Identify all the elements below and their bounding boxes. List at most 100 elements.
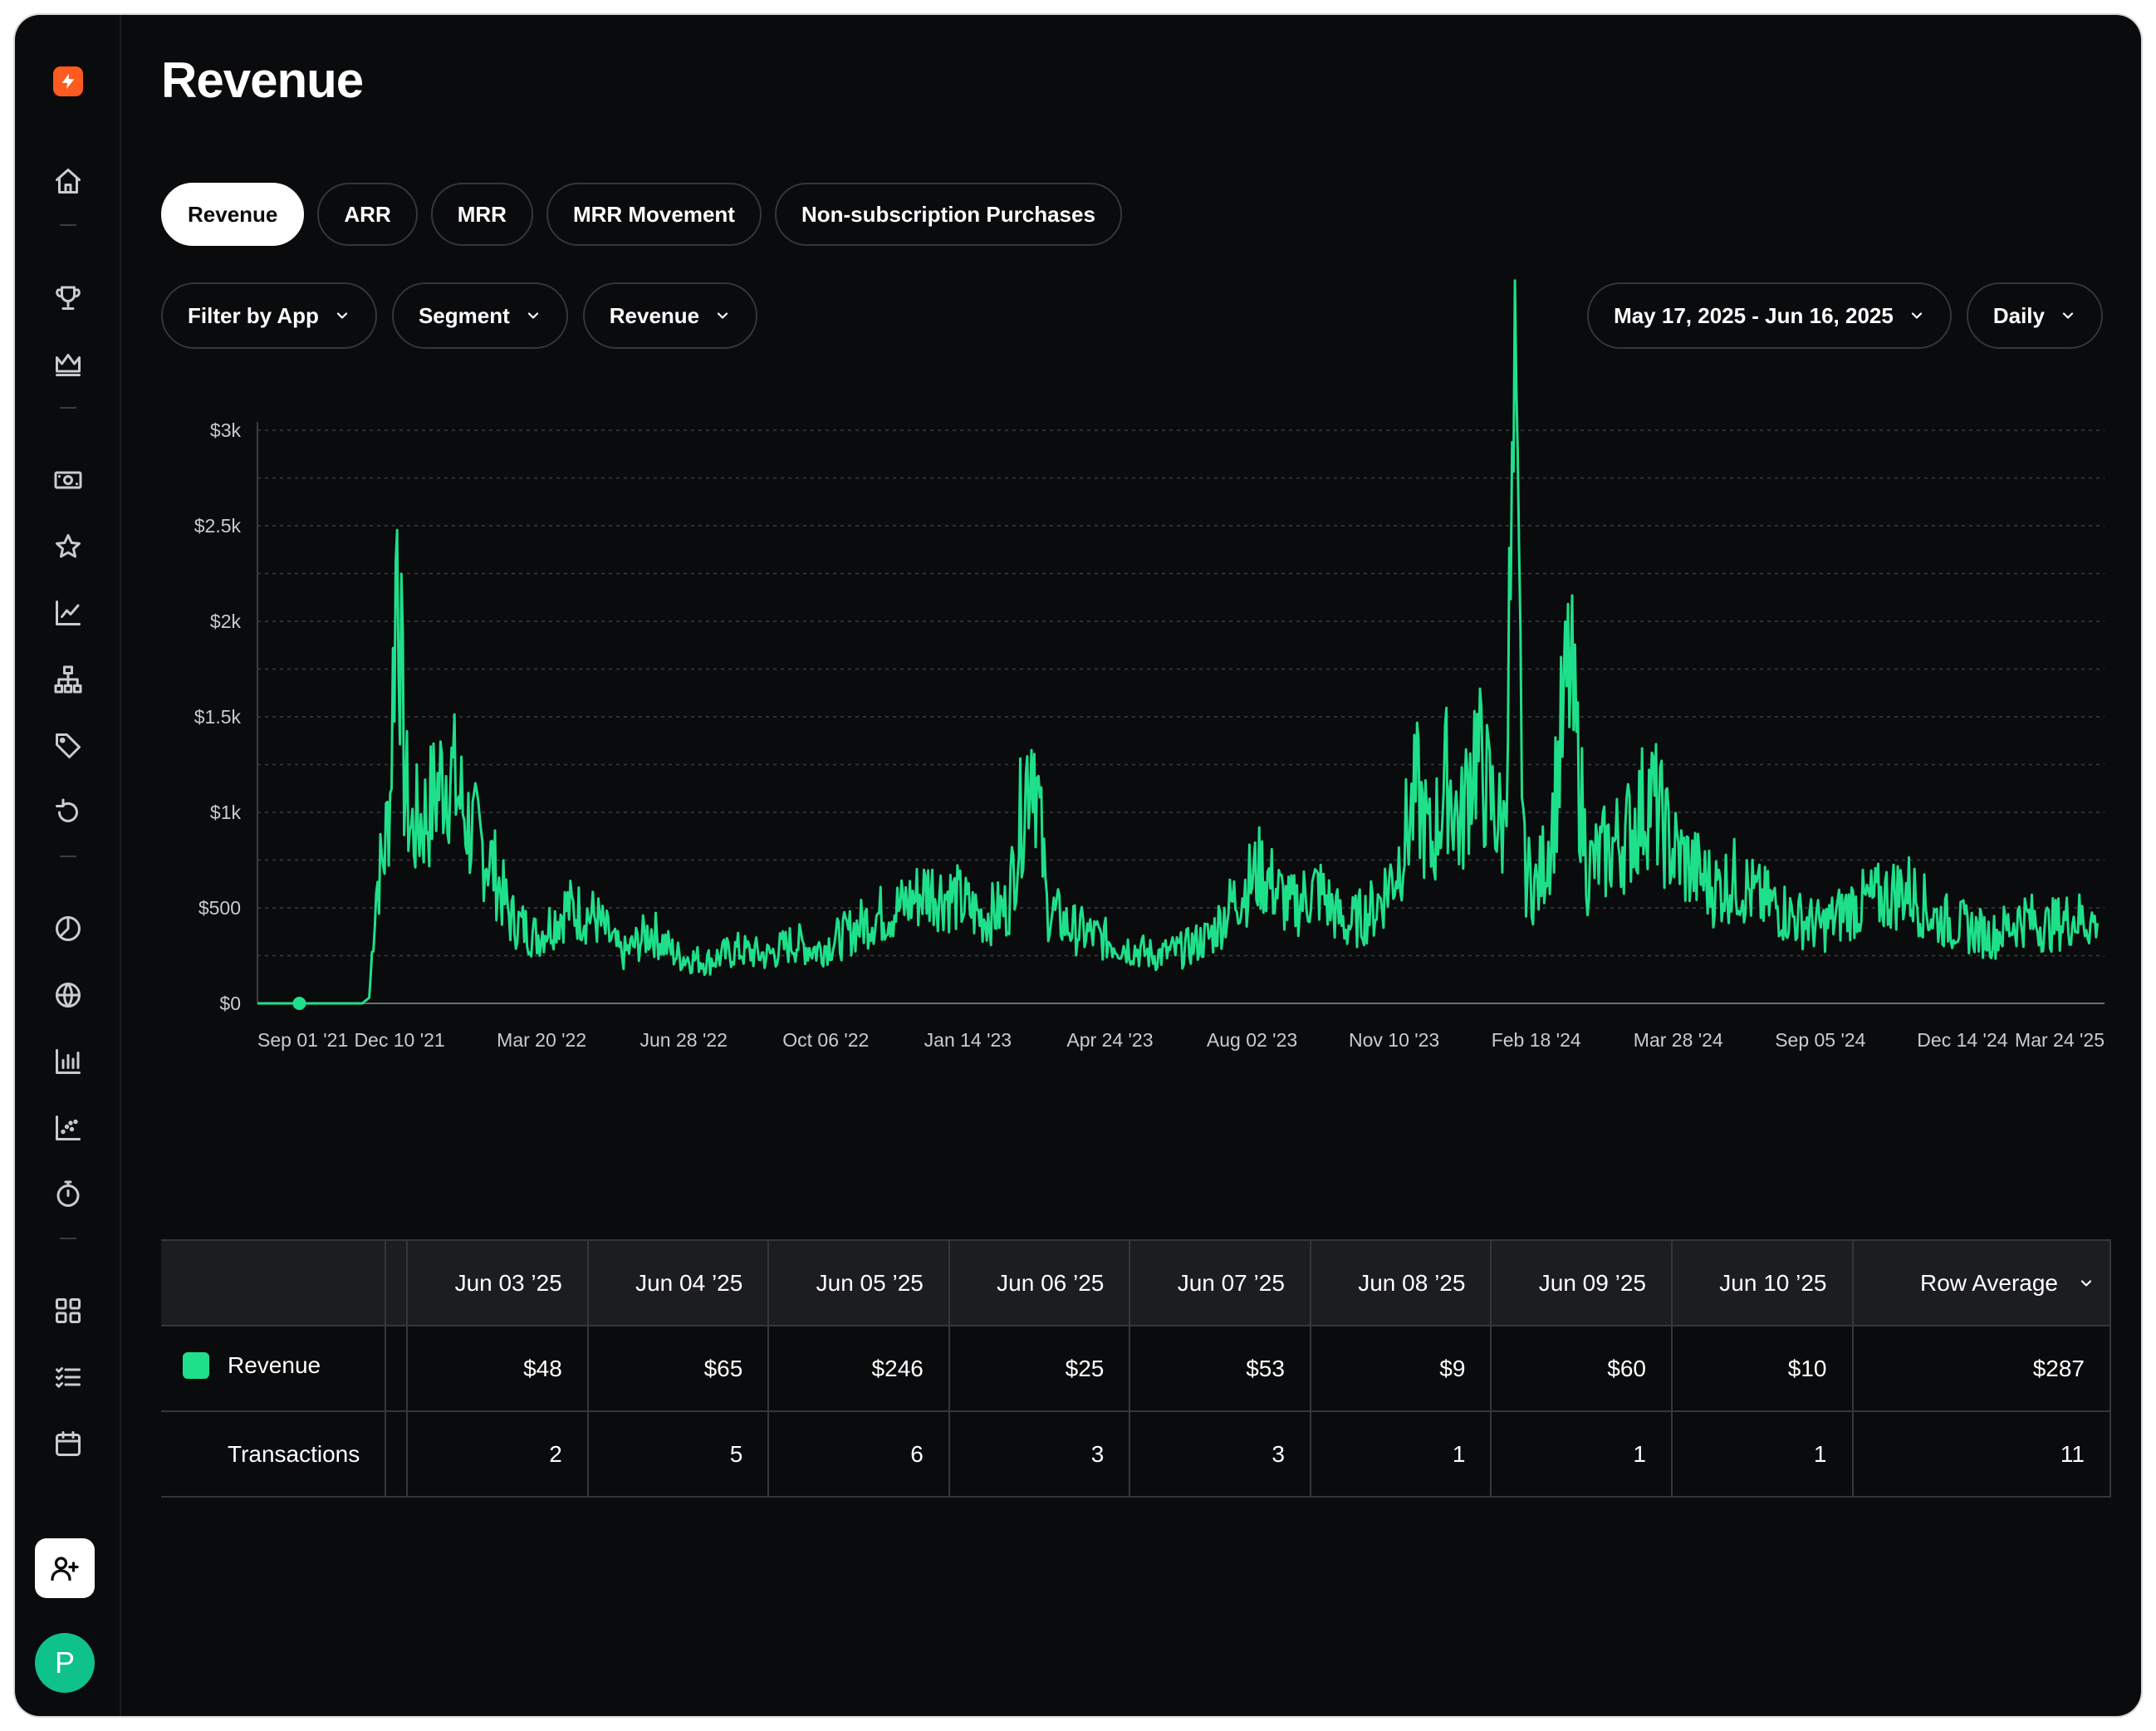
x-tick-label: Feb 18 '24	[1492, 1029, 1581, 1051]
x-tick-label: Aug 02 '23	[1207, 1029, 1297, 1051]
nav-divider	[60, 856, 76, 857]
metric-label: Revenue	[609, 302, 700, 328]
refresh-icon[interactable]	[51, 796, 85, 829]
home-icon[interactable]	[51, 164, 85, 198]
table-cell: $287	[1851, 1325, 2111, 1412]
column-header[interactable]: Jun 05 ’25	[767, 1239, 950, 1326]
metric-dropdown[interactable]: Revenue	[582, 282, 758, 349]
table-cell: 2	[406, 1410, 589, 1498]
globe-icon[interactable]	[51, 978, 85, 1012]
table-cell: $9	[1309, 1325, 1492, 1412]
column-header[interactable]: Jun 04 ’25	[586, 1239, 770, 1326]
row-label-cell: Transactions	[161, 1410, 386, 1498]
x-tick-label: Jan 14 '23	[924, 1029, 1012, 1051]
column-header[interactable]: Jun 10 ’25	[1670, 1239, 1854, 1326]
tab-arr[interactable]: ARR	[317, 183, 418, 246]
table-spacer-cell	[385, 1239, 409, 1326]
resolution-dropdown[interactable]: Daily	[1966, 282, 2103, 349]
row-label: Transactions	[228, 1440, 360, 1467]
nav-divider	[60, 407, 76, 409]
y-tick-label: $500	[198, 897, 241, 919]
calendar-icon[interactable]	[51, 1427, 85, 1460]
bar-chart-icon[interactable]	[51, 1045, 85, 1078]
avatar[interactable]: P	[35, 1633, 95, 1693]
x-tick-label: Sep 01 '21	[257, 1029, 348, 1051]
pie-chart-icon[interactable]	[51, 912, 85, 945]
table-cell: 11	[1851, 1410, 2111, 1498]
chart-line-icon[interactable]	[51, 596, 85, 630]
table-cell: $48	[406, 1325, 589, 1412]
x-tick-label: Mar 28 '24	[1634, 1029, 1723, 1051]
chart-tabs: Revenue ARR MRR MRR Movement Non-subscri…	[161, 183, 1122, 246]
column-header[interactable]: Jun 09 ’25	[1490, 1239, 1673, 1326]
x-tick-label: Mar 24 '25	[2015, 1029, 2105, 1051]
table-cell: $25	[948, 1325, 1131, 1412]
filter-by-app-dropdown[interactable]: Filter by App	[161, 282, 377, 349]
revenue-series-line[interactable]	[257, 279, 2100, 1005]
x-tick-label: Oct 06 '22	[782, 1029, 869, 1051]
table-cell: 1	[1670, 1410, 1854, 1498]
y-tick-label: $2k	[210, 611, 242, 632]
x-tick-label: Sep 05 '24	[1775, 1029, 1865, 1051]
filter-by-app-label: Filter by App	[188, 302, 319, 328]
crown-icon[interactable]	[51, 347, 85, 380]
revenue-chart-svg: $0 $500 $1k $1.5k $2k $2.5k $3k Sep 01 '21 Dec …	[194, 279, 2105, 1051]
table-row: Transactions 2 5 6 3 3 1 1 1 11	[161, 1410, 2111, 1498]
revenue-legend-swatch[interactable]	[183, 1352, 209, 1379]
x-tick-label: Dec 14 '24	[1917, 1029, 2007, 1051]
date-controls: May 17, 2025 - Jun 16, 2025 Daily	[1587, 282, 2103, 349]
x-tick-label: Apr 24 '23	[1066, 1029, 1153, 1051]
chevron-down-icon	[2062, 312, 2074, 319]
user-plus-icon	[51, 1557, 79, 1581]
segment-dropdown[interactable]: Segment	[391, 282, 568, 349]
table-corner-cell	[161, 1239, 386, 1326]
tab-mrr-movement[interactable]: MRR Movement	[546, 183, 762, 246]
stopwatch-icon[interactable]	[51, 1178, 85, 1211]
app-window: P Revenue Revenue ARR MRR MRR Movement N…	[15, 15, 2141, 1716]
table-cell: $10	[1670, 1325, 1854, 1412]
y-tick-label: $3k	[210, 419, 242, 441]
series-start-point[interactable]	[292, 997, 306, 1010]
money-icon[interactable]	[51, 463, 85, 497]
scatter-icon[interactable]	[51, 1111, 85, 1145]
row-label-cell: Revenue	[161, 1325, 386, 1412]
tag-icon[interactable]	[51, 729, 85, 763]
sidebar: P	[15, 15, 121, 1716]
tab-mrr[interactable]: MRR	[430, 183, 533, 246]
invite-user-button[interactable]	[35, 1538, 95, 1598]
y-tick-label: $2.5k	[194, 515, 242, 537]
row-average-dropdown[interactable]: Row Average	[1851, 1239, 2111, 1326]
star-icon[interactable]	[51, 530, 85, 563]
x-tick-label: Jun 28 '22	[640, 1029, 728, 1051]
page-title: Revenue	[161, 52, 364, 108]
column-header[interactable]: Jun 03 ’25	[406, 1239, 589, 1326]
hierarchy-icon[interactable]	[51, 663, 85, 696]
table-cell: $53	[1129, 1325, 1311, 1412]
table-cell: $60	[1490, 1325, 1673, 1412]
column-header[interactable]: Jun 08 ’25	[1309, 1239, 1492, 1326]
table-cell: 1	[1309, 1410, 1492, 1498]
column-header[interactable]: Jun 07 ’25	[1129, 1239, 1311, 1326]
date-range-label: May 17, 2025 - Jun 16, 2025	[1614, 302, 1894, 328]
nav-divider	[60, 224, 76, 226]
table-header-row: Jun 03 ’25 Jun 04 ’25 Jun 05 ’25 Jun 06 …	[161, 1239, 2111, 1326]
trophy-icon[interactable]	[51, 281, 85, 314]
table-cell: 6	[767, 1410, 950, 1498]
grid-icon[interactable]	[51, 1294, 85, 1327]
table-cell: $65	[586, 1325, 770, 1412]
row-label: Revenue	[228, 1352, 321, 1378]
y-tick-label: $0	[219, 993, 241, 1014]
chevron-down-icon	[527, 312, 538, 319]
x-tick-label: Mar 20 '22	[497, 1029, 586, 1051]
chevron-down-icon	[336, 312, 348, 319]
revenue-chart[interactable]: $0 $500 $1k $1.5k $2k $2.5k $3k Sep 01 '21 Dec …	[161, 279, 2121, 1053]
column-header[interactable]: Jun 06 ’25	[948, 1239, 1131, 1326]
table-cell: 3	[1129, 1410, 1311, 1498]
date-range-dropdown[interactable]: May 17, 2025 - Jun 16, 2025	[1587, 282, 1952, 349]
table-cell: 3	[948, 1410, 1131, 1498]
tab-revenue[interactable]: Revenue	[161, 183, 305, 246]
nav-divider	[60, 1238, 76, 1239]
checklist-icon[interactable]	[51, 1361, 85, 1394]
tab-non-subscription-purchases[interactable]: Non-subscription Purchases	[774, 183, 1122, 246]
logo-icon[interactable]	[53, 66, 83, 96]
